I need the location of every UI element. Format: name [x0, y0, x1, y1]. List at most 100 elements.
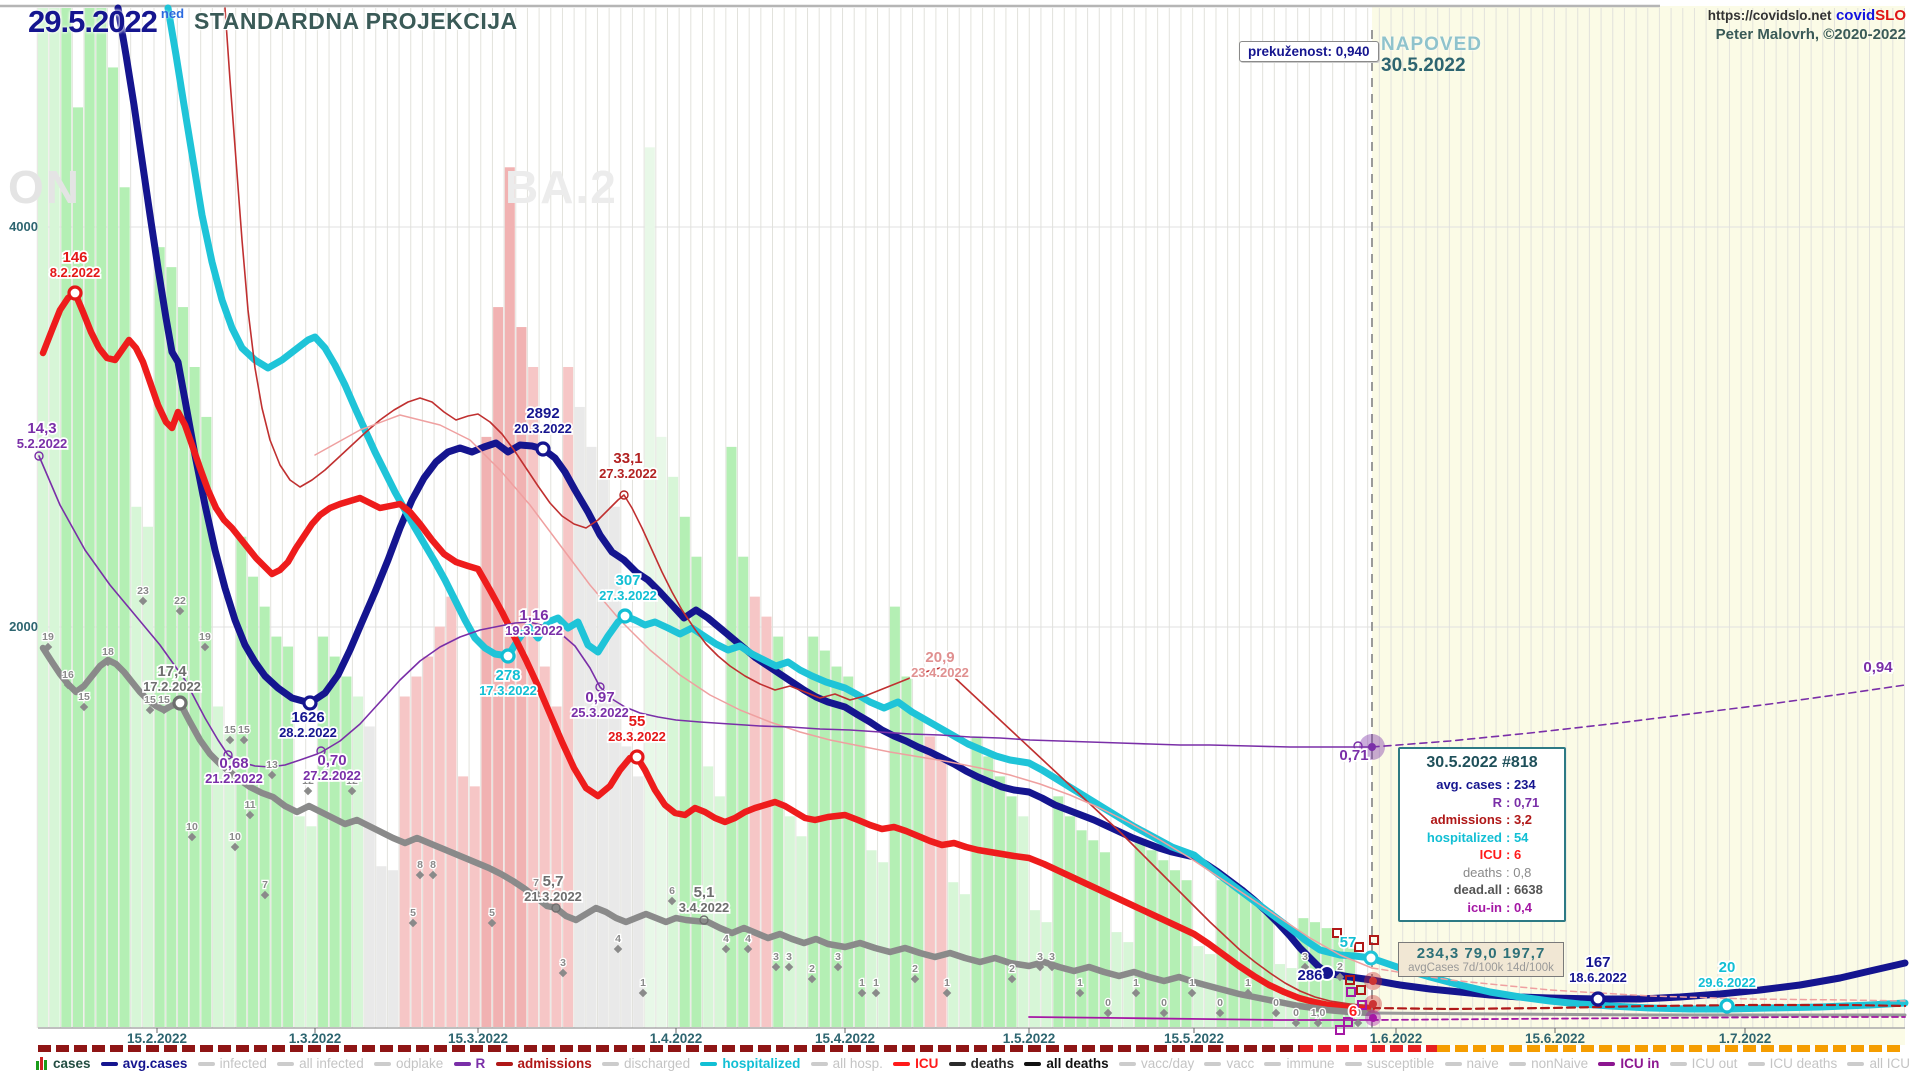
legend-item-all-hosp-[interactable]: all hosp.: [810, 1056, 883, 1071]
daily-cases-bar: [878, 862, 889, 1027]
site-url-link[interactable]: https://covidslo.net: [1707, 8, 1832, 23]
daily-deaths-label: 2: [1337, 961, 1343, 973]
daily-cases-bar: [633, 776, 644, 1027]
cases-bars-icon: [36, 1057, 48, 1070]
legend-item-susceptible[interactable]: susceptible: [1344, 1056, 1434, 1071]
weekly-point-square-red: [1356, 985, 1366, 995]
legend-label: all deaths: [1046, 1056, 1109, 1071]
legend-item-infected[interactable]: infected: [197, 1056, 267, 1071]
incidence-caption: avgCases 7d/100k 14d/100k: [1408, 962, 1554, 974]
legend-item-icu-in[interactable]: ICU in: [1598, 1056, 1659, 1071]
legend-item-r[interactable]: R: [453, 1056, 485, 1071]
daily-deaths-label: 15: [144, 694, 156, 706]
daily-cases-bar: [1099, 852, 1110, 1027]
x-tick-label: 1.6.2022: [1369, 1031, 1423, 1046]
legend-item-hospitalized[interactable]: hospitalized: [700, 1056, 800, 1071]
annotation-date: 29.6.2022: [1698, 975, 1756, 990]
annotation-value: 0,94: [1863, 659, 1893, 676]
daily-cases-bar: [96, 8, 107, 1027]
annotation-ring-marker: [535, 441, 551, 457]
legend-dash-icon: [373, 1061, 391, 1066]
daily-cases-bar: [353, 696, 364, 1027]
annotation-ring-marker: [617, 608, 633, 624]
daily-cases-bar: [49, 8, 60, 1027]
legend-item-icu-deaths[interactable]: ICU deaths: [1747, 1056, 1837, 1071]
legend-label: vacc/day: [1140, 1056, 1195, 1071]
daily-cases-bar: [1018, 816, 1029, 1027]
daily-cases-bar: [1041, 922, 1052, 1027]
daily-cases-bar: [283, 646, 294, 1027]
daily-deaths-label: 3: [560, 957, 566, 969]
daily-cases-bar: [1310, 922, 1321, 1027]
daily-cases-bar: [598, 476, 609, 1027]
legend-item-odplake[interactable]: odplake: [373, 1056, 444, 1071]
daily-cases-bar: [1193, 946, 1204, 1027]
daily-cases-bar: [866, 850, 877, 1027]
series-all-hosp-forecast: [1371, 967, 1906, 1002]
daily-cases-bar: [983, 756, 994, 1027]
daily-cases-bar: [644, 147, 655, 1027]
legend-item-vacc-day[interactable]: vacc/day: [1118, 1056, 1195, 1071]
daily-cases-bar: [1228, 886, 1239, 1027]
legend-item-discharged[interactable]: discharged: [602, 1056, 690, 1071]
daily-cases-bar: [1240, 894, 1251, 1027]
legend-dash-icon: [1118, 1061, 1136, 1066]
series-icu-in: [1028, 1016, 1373, 1021]
daily-deaths-label: 18: [102, 646, 114, 658]
daily-deaths-label: 19: [42, 631, 54, 643]
daily-deaths-label: 5: [489, 907, 495, 919]
annotation-value: 57: [1340, 934, 1357, 951]
legend-item-naive[interactable]: naive: [1444, 1056, 1499, 1071]
daily-cases-bar: [901, 676, 912, 1027]
legend-item-admissions[interactable]: admissions: [495, 1056, 592, 1071]
annotation-date: 17.2.2022: [143, 679, 201, 694]
legend-item-immune[interactable]: immune: [1264, 1056, 1335, 1071]
legend-dash-icon: [1747, 1061, 1765, 1066]
legend-dash-icon: [1509, 1061, 1527, 1066]
daily-deaths-label: 0: [1161, 997, 1167, 1009]
legend-item-avg-cases[interactable]: avg.cases: [100, 1056, 187, 1071]
daily-cases-bar: [796, 836, 807, 1027]
legend-label: hospitalized: [722, 1056, 801, 1071]
legend-item-nonnaive[interactable]: nonNaive: [1509, 1056, 1588, 1071]
info-row-deaths: deaths: 0,8: [1462, 864, 1532, 880]
legend-item-all-icu[interactable]: all ICU: [1847, 1056, 1910, 1071]
legend-item-icu[interactable]: ICU: [893, 1056, 938, 1071]
x-tick-label: 15.2.2022: [126, 1031, 188, 1046]
daily-cases-bar: [586, 446, 597, 1027]
annotation-value: 20: [1719, 959, 1736, 976]
legend-label: ICU out: [1691, 1056, 1738, 1071]
legend-item-icu-out[interactable]: ICU out: [1669, 1056, 1738, 1071]
daily-cases-bar: [469, 786, 480, 1027]
open-marker: [1353, 741, 1363, 751]
value-ring-marker: [1363, 950, 1379, 966]
daily-cases-bar: [913, 716, 924, 1027]
legend-item-all-deaths[interactable]: all deaths: [1024, 1056, 1109, 1071]
legend-item-cases[interactable]: cases: [36, 1056, 91, 1071]
series-avg.cases-forecast: [1323, 959, 1909, 1003]
legend-item-vacc[interactable]: vacc: [1204, 1056, 1254, 1071]
annotation-open-marker: [223, 750, 233, 760]
daily-cases-bar: [1345, 944, 1356, 1027]
legend-dash-icon: [453, 1061, 471, 1066]
weekly-point-square-purple: [1335, 1025, 1345, 1035]
daily-deaths-label: 1: [1189, 977, 1195, 989]
daily-cases-bar: [1111, 932, 1122, 1027]
legend-label: odplake: [395, 1056, 444, 1071]
daily-cases-bar: [493, 307, 504, 1028]
legend-item-deaths[interactable]: deaths: [948, 1056, 1014, 1071]
legend-item-all-infected[interactable]: all infected: [277, 1056, 364, 1071]
y-tick-label: 2000: [9, 619, 38, 634]
daily-cases-bar: [131, 506, 142, 1027]
daily-deaths-label: 3: [1049, 951, 1055, 963]
x-tick-label: 15.5.2022: [1163, 1031, 1225, 1046]
daily-deaths-label: 19: [199, 631, 211, 643]
legend-dash-icon: [277, 1061, 295, 1066]
x-tick-label: 15.4.2022: [814, 1031, 876, 1046]
series-R: [38, 455, 1373, 768]
incidence-values: 234,3 79,0 197,7: [1416, 945, 1546, 962]
daily-cases-bar: [446, 596, 457, 1027]
daily-deaths-label: 0: [1355, 1007, 1361, 1019]
daily-cases-bar: [318, 636, 329, 1027]
